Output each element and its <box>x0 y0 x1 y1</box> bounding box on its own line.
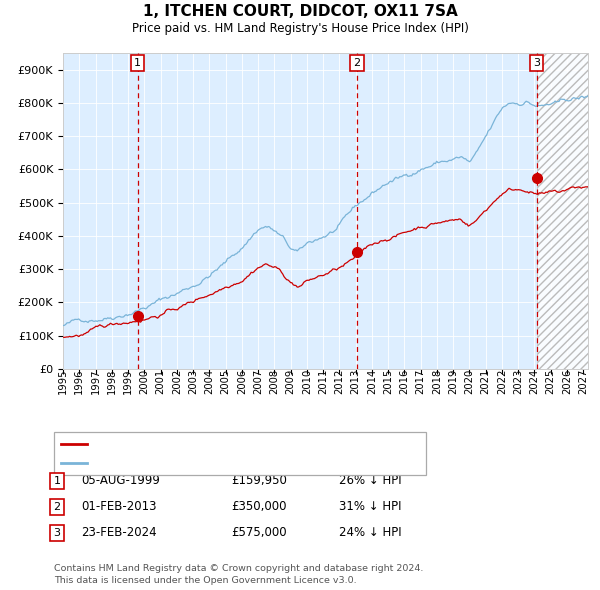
Text: 2: 2 <box>353 58 361 68</box>
Text: 2026: 2026 <box>562 369 572 394</box>
Text: 2018: 2018 <box>432 369 442 394</box>
Bar <box>536 53 588 369</box>
Text: 05-AUG-1999: 05-AUG-1999 <box>81 474 160 487</box>
Text: 2013: 2013 <box>350 369 361 394</box>
Text: 2002: 2002 <box>172 369 182 394</box>
Text: 1997: 1997 <box>91 369 101 394</box>
Text: 2001: 2001 <box>155 369 166 394</box>
Text: 2004: 2004 <box>204 369 214 394</box>
Text: 1996: 1996 <box>74 369 84 394</box>
Text: 26% ↓ HPI: 26% ↓ HPI <box>339 474 401 487</box>
Text: £575,000: £575,000 <box>231 526 287 539</box>
Text: 2009: 2009 <box>286 369 296 394</box>
Text: 1, ITCHEN COURT, DIDCOT, OX11 7SA (detached house): 1, ITCHEN COURT, DIDCOT, OX11 7SA (detac… <box>91 440 403 450</box>
Text: 2007: 2007 <box>253 369 263 394</box>
Text: 1998: 1998 <box>107 369 117 394</box>
Text: 2: 2 <box>53 502 61 512</box>
Text: 2021: 2021 <box>481 369 491 394</box>
Text: 3: 3 <box>53 528 61 537</box>
Text: 1995: 1995 <box>58 369 68 394</box>
Text: 2019: 2019 <box>448 369 458 394</box>
Text: 1, ITCHEN COURT, DIDCOT, OX11 7SA: 1, ITCHEN COURT, DIDCOT, OX11 7SA <box>143 4 457 19</box>
Text: £159,950: £159,950 <box>231 474 287 487</box>
Text: 2027: 2027 <box>578 369 588 394</box>
Text: 2012: 2012 <box>334 369 344 394</box>
Text: 1: 1 <box>53 476 61 486</box>
Text: 2020: 2020 <box>464 369 475 394</box>
Text: Contains HM Land Registry data © Crown copyright and database right 2024.: Contains HM Land Registry data © Crown c… <box>54 565 424 573</box>
Bar <box>536 53 588 369</box>
Text: 3: 3 <box>533 58 540 68</box>
Text: 2000: 2000 <box>139 369 149 394</box>
Text: 1999: 1999 <box>123 369 133 394</box>
Text: 2005: 2005 <box>221 369 230 394</box>
Text: 01-FEB-2013: 01-FEB-2013 <box>81 500 157 513</box>
Text: 1: 1 <box>134 58 141 68</box>
Text: 2022: 2022 <box>497 369 507 394</box>
Text: £350,000: £350,000 <box>231 500 287 513</box>
Text: 2024: 2024 <box>529 369 539 394</box>
Text: 2006: 2006 <box>237 369 247 394</box>
Text: HPI: Average price, detached house, South Oxfordshire: HPI: Average price, detached house, Sout… <box>91 458 398 468</box>
Text: 2017: 2017 <box>416 369 425 394</box>
Text: 24% ↓ HPI: 24% ↓ HPI <box>339 526 401 539</box>
Text: 2011: 2011 <box>318 369 328 394</box>
Text: 2003: 2003 <box>188 369 198 394</box>
Text: 31% ↓ HPI: 31% ↓ HPI <box>339 500 401 513</box>
Text: Price paid vs. HM Land Registry's House Price Index (HPI): Price paid vs. HM Land Registry's House … <box>131 22 469 35</box>
Text: 2015: 2015 <box>383 369 393 394</box>
Text: 2010: 2010 <box>302 369 312 394</box>
Text: 2014: 2014 <box>367 369 377 394</box>
Text: 2008: 2008 <box>269 369 280 394</box>
Text: 23-FEB-2024: 23-FEB-2024 <box>81 526 157 539</box>
Text: This data is licensed under the Open Government Licence v3.0.: This data is licensed under the Open Gov… <box>54 576 356 585</box>
Text: 2025: 2025 <box>545 369 556 394</box>
Text: 2016: 2016 <box>400 369 409 394</box>
Text: 2023: 2023 <box>513 369 523 394</box>
